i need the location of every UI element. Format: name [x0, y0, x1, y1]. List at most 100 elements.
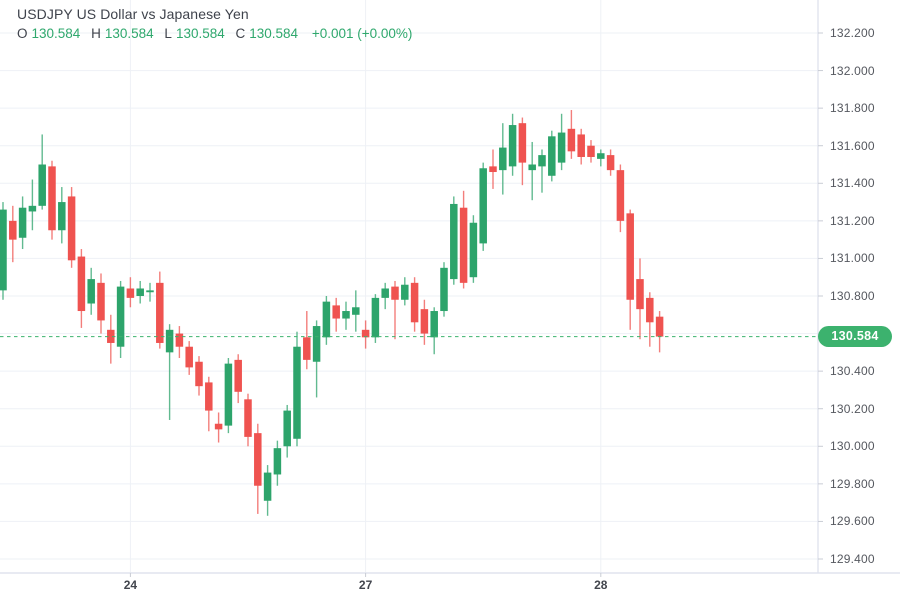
- candle-down: [391, 286, 399, 300]
- time-axis-label: 24: [123, 578, 138, 592]
- chart-header: USDJPY US Dollar vs Japanese Yen O 130.58…: [17, 6, 412, 41]
- candle-up: [146, 290, 154, 293]
- open-value: 130.584: [31, 26, 81, 41]
- time-axis-label: 27: [358, 578, 373, 592]
- candle-down: [567, 128, 576, 152]
- high-value: 130.584: [104, 26, 154, 41]
- candle-up: [450, 203, 458, 280]
- candle-down: [9, 220, 17, 240]
- candle-down: [48, 166, 56, 231]
- candle-up: [28, 205, 37, 212]
- candle-down: [107, 329, 115, 343]
- candle-up: [508, 125, 517, 167]
- candle-up: [557, 132, 566, 163]
- candle-up: [293, 346, 301, 439]
- candle-up: [440, 267, 448, 312]
- candle-up: [312, 326, 321, 362]
- candle-down: [489, 166, 497, 173]
- candle-down: [420, 309, 429, 334]
- close-value: 130.584: [249, 26, 299, 41]
- price-axis-label: 131.200: [830, 213, 875, 228]
- price-axis-label: 131.000: [830, 251, 875, 266]
- candle-down: [195, 361, 203, 387]
- candle-up: [224, 363, 233, 426]
- candle-down: [626, 213, 634, 300]
- candle-up: [18, 207, 27, 238]
- candle-down: [361, 329, 370, 338]
- price-axis-label: 132.200: [830, 26, 875, 40]
- low-value: 130.584: [175, 26, 225, 41]
- candle-up: [381, 288, 389, 298]
- candle-up: [165, 329, 174, 353]
- candle-down: [126, 288, 135, 298]
- ohlc-readout: O 130.584 H 130.584 L 130.584 C 130.584 +0.0…: [17, 26, 412, 41]
- candle-up: [58, 202, 66, 231]
- candle-down: [234, 359, 242, 392]
- candle-down: [156, 282, 164, 343]
- candle-down: [254, 433, 262, 486]
- candle-up: [371, 297, 380, 338]
- candle-up: [597, 153, 605, 159]
- candle-down: [655, 316, 664, 337]
- candle-up: [87, 279, 95, 304]
- candle-up: [538, 155, 546, 167]
- candle-down: [518, 123, 527, 163]
- candle-down: [646, 297, 654, 323]
- candle-up: [528, 164, 536, 171]
- candle-down: [77, 256, 86, 312]
- candle-down: [459, 207, 468, 283]
- candle-up: [401, 284, 409, 300]
- candle-up: [0, 209, 7, 291]
- last-price-badge: 130.584: [818, 326, 892, 348]
- price-axis-label: 129.400: [830, 551, 875, 566]
- price-axis-label: 130.200: [830, 401, 875, 416]
- candle-down: [214, 423, 223, 430]
- candle-up: [430, 311, 438, 338]
- candle-down: [616, 170, 625, 221]
- price-axis-label: 130.000: [830, 439, 875, 454]
- candle-down: [332, 305, 340, 319]
- candle-down: [606, 155, 615, 171]
- candle-up: [479, 168, 487, 244]
- candle-down: [303, 337, 311, 360]
- candle-down: [67, 196, 76, 261]
- candle-up: [263, 472, 272, 501]
- candle-up: [469, 222, 478, 278]
- candle-down: [205, 382, 213, 411]
- candle-up: [116, 286, 125, 347]
- candle-down: [577, 134, 585, 157]
- candle-up: [499, 147, 507, 171]
- candle-down: [587, 145, 595, 157]
- time-axis-label: 28: [594, 578, 608, 592]
- candle-up: [548, 136, 556, 176]
- candle-up: [322, 301, 331, 338]
- candle-down: [244, 399, 252, 437]
- price-axis-label: 131.600: [830, 138, 875, 153]
- price-axis-label: 131.400: [830, 176, 875, 191]
- price-axis-label: 129.800: [830, 476, 875, 491]
- change-value: +0.001 (+0.00%): [311, 26, 413, 41]
- high-label: H: [91, 26, 101, 41]
- close-label: C: [235, 26, 246, 41]
- symbol-title: USDJPY US Dollar vs Japanese Yen: [17, 6, 249, 22]
- candle-down: [175, 333, 184, 347]
- open-label: O: [17, 26, 28, 41]
- candle-down: [185, 346, 193, 368]
- candle-up: [136, 288, 144, 296]
- low-label: L: [164, 26, 172, 41]
- candle-down: [410, 282, 419, 323]
- price-axis-label: 130.400: [830, 364, 875, 379]
- price-axis-label: 131.800: [830, 101, 875, 116]
- candle-down: [636, 279, 644, 310]
- candle-up: [352, 307, 360, 315]
- candle-up: [283, 410, 291, 447]
- candle-up: [273, 448, 282, 475]
- price-axis-label: 129.600: [830, 514, 875, 529]
- candle-down: [97, 282, 105, 321]
- candle-up: [342, 311, 350, 319]
- price-axis-label: 130.800: [830, 288, 875, 303]
- candle-up: [38, 164, 46, 206]
- price-axis-label: 132.000: [830, 63, 875, 78]
